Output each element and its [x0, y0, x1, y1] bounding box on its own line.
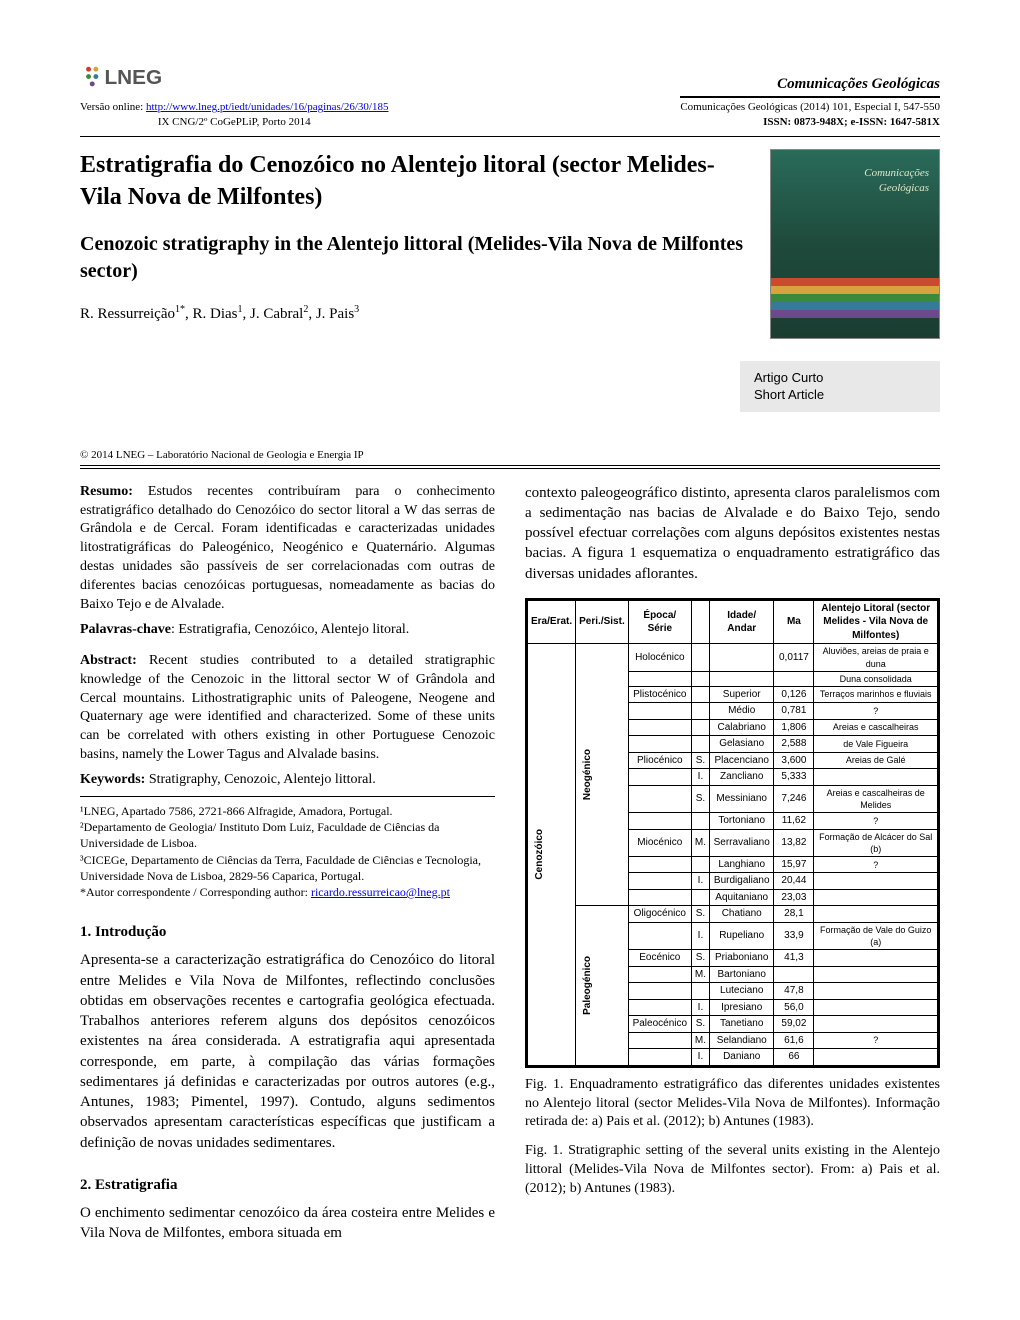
- version-line: Versão online: http://www.lneg.pt/iedt/u…: [80, 100, 388, 115]
- issn-line: ISSN: 0873-948X; e-ISSN: 1647-581X: [680, 115, 940, 130]
- copyright-line: © 2014 LNEG – Laboratório Nacional de Ge…: [80, 448, 940, 463]
- affiliations: ¹LNEG, Apartado 7586, 2721-866 Alfragide…: [80, 796, 495, 900]
- heading-intro: 1. Introdução: [80, 922, 495, 942]
- col-epoch: Época/ Série: [628, 600, 691, 644]
- titles: Estratigrafia do Cenozóico no Alentejo l…: [80, 149, 750, 412]
- title-rule-2: [80, 468, 940, 469]
- col-period: Peri./Sist.: [576, 600, 629, 644]
- masthead-left: LNEG Versão online: http://www.lneg.pt/i…: [80, 60, 388, 130]
- masthead: LNEG Versão online: http://www.lneg.pt/i…: [80, 60, 940, 130]
- col-sub: [691, 600, 709, 644]
- stratigraphic-table: Era/Erat. Peri./Sist. Época/ Série Idade…: [525, 598, 940, 1068]
- article-type-badge: Artigo Curto Short Article: [740, 361, 940, 412]
- strat-paragraph-1: O enchimento sedimentar cenozóico da áre…: [80, 1203, 495, 1244]
- title-pt: Estratigrafia do Cenozóico no Alentejo l…: [80, 149, 750, 214]
- title-en: Cenozoic stratigraphy in the Alentejo li…: [80, 231, 750, 285]
- abstract-en: Abstract: Recent studies contributed to …: [80, 652, 495, 765]
- article-type-en: Short Article: [754, 386, 926, 404]
- lneg-logo-icon: LNEG: [80, 60, 190, 98]
- corresponding-email-link[interactable]: ricardo.ressurreicao@lneg.pt: [311, 885, 450, 899]
- keywords-pt: Palavras-chave: Estratigrafia, Cenozóico…: [80, 621, 495, 640]
- affil-2: ²Departamento de Geologia/ Instituto Dom…: [80, 819, 495, 851]
- masthead-right: Comunicações Geológicas Comunicações Geo…: [680, 74, 940, 130]
- column-right: contexto paleogeográfico distinto, apres…: [525, 483, 940, 1250]
- keywords-en: Keywords: Stratigraphy, Cenozoic, Alente…: [80, 771, 495, 790]
- body-columns: Resumo: Estudos recentes contribuíram pa…: [80, 483, 940, 1250]
- cover-strata-icon: [771, 278, 939, 318]
- version-prefix: Versão online:: [80, 101, 146, 113]
- cover-thumbnail: Comunicações Geológicas: [770, 149, 940, 339]
- affil-1: ¹LNEG, Apartado 7586, 2721-866 Alfragide…: [80, 803, 495, 819]
- svg-text:LNEG: LNEG: [104, 66, 162, 89]
- figure-caption-pt: Fig. 1. Enquadramento estratigráfico das…: [525, 1076, 940, 1133]
- table-row: CenozóicoNeogénicoHolocénico0,0117Aluviõ…: [528, 644, 938, 671]
- col-region: Alentejo Litoral (sector Melides - Vila …: [814, 600, 938, 644]
- cover-thumb-title: Comunicações Geológicas: [864, 166, 929, 196]
- masthead-rule: [80, 136, 940, 137]
- abstract-pt: Resumo: Estudos recentes contribuíram pa…: [80, 483, 495, 615]
- strat-paragraph-2: contexto paleogeográfico distinto, apres…: [525, 483, 940, 584]
- col-ma: Ma: [774, 600, 814, 644]
- version-link[interactable]: http://www.lneg.pt/iedt/unidades/16/pagi…: [146, 101, 388, 113]
- title-rule-1: [80, 465, 940, 466]
- title-block: Estratigrafia do Cenozóico no Alentejo l…: [80, 149, 940, 412]
- col-age: Idade/ Andar: [710, 600, 774, 644]
- affil-3: ³CICEGe, Departamento de Ciências da Ter…: [80, 852, 495, 884]
- heading-strat: 2. Estratigrafia: [80, 1175, 495, 1195]
- citation-line: Comunicações Geológicas (2014) 101, Espe…: [680, 100, 940, 115]
- abstract-en-label: Abstract:: [80, 653, 137, 668]
- journal-logo: LNEG: [80, 60, 388, 98]
- journal-title: Comunicações Geológicas: [680, 74, 940, 98]
- authors: R. Ressurreição1*, R. Dias1, J. Cabral2,…: [80, 303, 750, 324]
- figure-caption-en: Fig. 1. Stratigraphic setting of the sev…: [525, 1142, 940, 1199]
- table-row: PaleogénicoOligocénicoS.Chatiano28,1: [528, 906, 938, 923]
- cover-column: Comunicações Geológicas Artigo Curto Sho…: [770, 149, 940, 412]
- col-era: Era/Erat.: [528, 600, 576, 644]
- keywords-en-label: Keywords:: [80, 772, 145, 787]
- intro-paragraph: Apresenta-se a caracterização estratigrá…: [80, 950, 495, 1153]
- congress-line: IX CNG/2º CoGePLiP, Porto 2014: [80, 115, 388, 130]
- column-left: Resumo: Estudos recentes contribuíram pa…: [80, 483, 495, 1250]
- corresponding: *Autor correspondente / Corresponding au…: [80, 884, 495, 900]
- article-type-pt: Artigo Curto: [754, 369, 926, 387]
- abstract-pt-label: Resumo:: [80, 484, 133, 499]
- keywords-pt-label: Palavras-chave: [80, 622, 171, 637]
